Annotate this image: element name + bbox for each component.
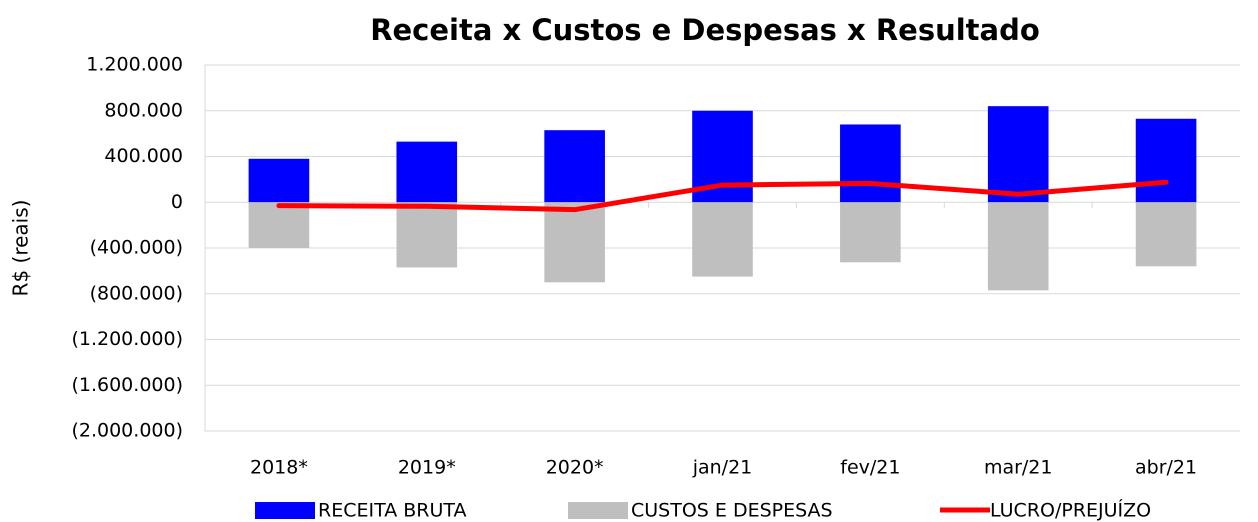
y-tick-label: (2.000.000) [71, 420, 183, 442]
y-tick-label: 400.000 [104, 145, 183, 167]
bar [840, 202, 901, 263]
y-tick-label: (400.000) [90, 237, 183, 259]
y-tick-label: (1.200.000) [71, 328, 183, 350]
y-tick-label: 0 [171, 191, 183, 213]
x-tick-label: fev/21 [840, 457, 900, 479]
bar [544, 202, 605, 283]
bar [692, 202, 753, 277]
bar [396, 141, 458, 203]
y-tick-label: (1.600.000) [71, 374, 183, 396]
legend-label: RECEITA BRUTA [318, 500, 467, 522]
y-axis-label: R$ (reais) [9, 200, 33, 297]
legend-label: CUSTOS E DESPESAS [631, 500, 833, 522]
legend-label: LUCRO/PREJUÍZO [990, 499, 1151, 522]
line [276, 179, 1169, 213]
bar [987, 202, 1049, 291]
x-tick-label: mar/21 [984, 457, 1053, 479]
y-tick-label: (800.000) [90, 282, 183, 304]
bar [987, 106, 1049, 203]
y-tick-label: 1.200.000 [86, 54, 183, 76]
bar [1135, 202, 1197, 267]
legend-swatch [255, 502, 315, 519]
x-tick-label: jan/21 [692, 457, 753, 479]
bar [544, 130, 605, 203]
chart-title: Receita x Custos e Despesas x Resultado [370, 13, 1040, 47]
bar [248, 158, 310, 203]
y-tick-label: 800.000 [104, 99, 183, 121]
legend-swatch [568, 502, 628, 519]
x-tick-label: abr/21 [1135, 457, 1197, 479]
bar [1135, 118, 1197, 203]
x-tick-label: 2020* [546, 457, 604, 479]
bar [396, 202, 458, 268]
bar [840, 124, 901, 203]
x-tick-label: 2018* [250, 457, 308, 479]
x-tick-label: 2019* [398, 457, 456, 479]
bar [248, 202, 310, 248]
